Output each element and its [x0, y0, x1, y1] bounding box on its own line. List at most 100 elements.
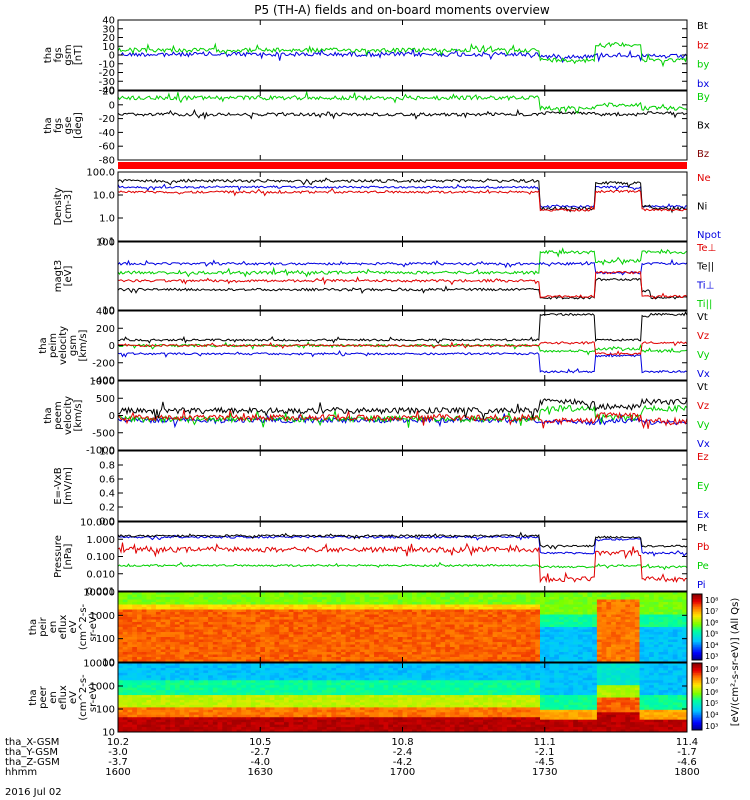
- heatmap-cell: [440, 659, 446, 663]
- heatmap-cell: [136, 687, 143, 691]
- heatmap-cell: [459, 657, 465, 660]
- heatmap-cell: [331, 652, 337, 655]
- heatmap-cell: [596, 617, 603, 620]
- heatmap-cell: [454, 647, 460, 650]
- heatmap-cell: [615, 632, 622, 635]
- heatmap-cell: [383, 609, 389, 613]
- heatmap-cell: [170, 644, 176, 648]
- heatmap-cell: [374, 602, 380, 605]
- heatmap-cell: [274, 704, 280, 708]
- heatmap-cell: [582, 617, 588, 620]
- heatmap-cell: [383, 627, 389, 630]
- heatmap-cell: [582, 622, 588, 625]
- heatmap-cell: [321, 649, 328, 653]
- heatmap-cell: [236, 675, 242, 679]
- heatmap-cell: [573, 612, 579, 615]
- heatmap-cell: [236, 670, 242, 674]
- heatmap-cell: [326, 647, 332, 650]
- heatmap-cell: [241, 702, 247, 706]
- heatmap-cell: [402, 612, 408, 615]
- heatmap-cell: [222, 622, 228, 625]
- heatmap-cell: [345, 612, 351, 615]
- heatmap-cell: [663, 639, 669, 643]
- heatmap-cell: [663, 657, 669, 660]
- heatmap-cell: [174, 604, 181, 608]
- heatmap-cell: [393, 657, 399, 660]
- heatmap-cell: [658, 594, 664, 598]
- heatmap-cell: [511, 599, 517, 603]
- heatmap-cell: [639, 632, 645, 635]
- heatmap-cell: [468, 634, 475, 638]
- heatmap-cell: [402, 619, 408, 623]
- heatmap-cell: [634, 652, 641, 655]
- heatmap-cell: [639, 612, 645, 615]
- heatmap-cell: [179, 687, 185, 691]
- heatmap-cell: [587, 659, 593, 663]
- heatmap-cell: [421, 617, 427, 620]
- heatmap-cell: [231, 654, 238, 658]
- heatmap-cell: [170, 690, 176, 694]
- heatmap-cell: [250, 722, 257, 726]
- heatmap-cell: [402, 657, 408, 660]
- heatmap-cell: [160, 599, 166, 603]
- heatmap-cell: [535, 617, 541, 620]
- heatmap-cell: [298, 690, 304, 694]
- heatmap-cell: [312, 712, 318, 716]
- heatmap-cell: [430, 634, 437, 638]
- heatmap-cell: [677, 592, 683, 595]
- heatmap-cell: [630, 647, 636, 650]
- y-axis-label: [cm-3]: [63, 190, 74, 223]
- heatmap-cell: [672, 607, 679, 610]
- heatmap-cell: [321, 665, 328, 669]
- heatmap-cell: [620, 597, 626, 600]
- heatmap-cell: [198, 629, 204, 633]
- heatmap-cell: [302, 675, 309, 679]
- heatmap-cell: [269, 659, 275, 663]
- heatmap-cell: [127, 722, 133, 726]
- heatmap-cell: [544, 632, 550, 635]
- heatmap-cell: [231, 695, 238, 698]
- heatmap-cell: [587, 599, 593, 603]
- heatmap-cell: [530, 594, 536, 598]
- heatmap-cell: [388, 629, 394, 633]
- heatmap-cell: [132, 624, 138, 628]
- heatmap-cell: [208, 609, 214, 613]
- heatmap-cell: [250, 657, 257, 660]
- series-Npot: [117, 183, 688, 211]
- heatmap-cell: [241, 659, 247, 663]
- heatmap-cell: [160, 609, 166, 613]
- heatmap-cell: [236, 594, 242, 598]
- heatmap-cell: [383, 597, 389, 600]
- heatmap-cell: [307, 659, 313, 663]
- heatmap-cell: [227, 597, 233, 600]
- heatmap-cell: [165, 704, 171, 708]
- heatmap-cell: [155, 682, 162, 686]
- heatmap-cell: [255, 670, 261, 674]
- heatmap-cell: [279, 612, 285, 615]
- heatmap-cell: [227, 642, 233, 645]
- heatmap-cell: [331, 639, 337, 643]
- heatmap-cell: [241, 634, 247, 638]
- heatmap-cell: [193, 622, 200, 625]
- heatmap-cell: [302, 704, 309, 708]
- heatmap-cell: [454, 634, 460, 638]
- heatmap-cell: [312, 675, 318, 679]
- heatmap-cell: [227, 724, 233, 728]
- heatmap-cell: [383, 602, 389, 605]
- heatmap-cell: [170, 702, 176, 706]
- heatmap-cell: [530, 644, 536, 648]
- heatmap-cell: [326, 699, 332, 703]
- heatmap-cell: [336, 687, 342, 691]
- heatmap-cell: [677, 647, 683, 650]
- heatmap-cell: [118, 704, 124, 708]
- heatmap-cell: [497, 607, 503, 610]
- heatmap-cell: [359, 659, 366, 663]
- heatmap-cell: [288, 712, 294, 716]
- heatmap-cell: [132, 714, 138, 718]
- heatmap-cell: [217, 634, 223, 638]
- heatmap-cell: [127, 597, 133, 600]
- heatmap-cell: [535, 647, 541, 650]
- heatmap-cell: [615, 647, 622, 650]
- heatmap-cell: [246, 644, 252, 648]
- heatmap-cell: [668, 654, 674, 658]
